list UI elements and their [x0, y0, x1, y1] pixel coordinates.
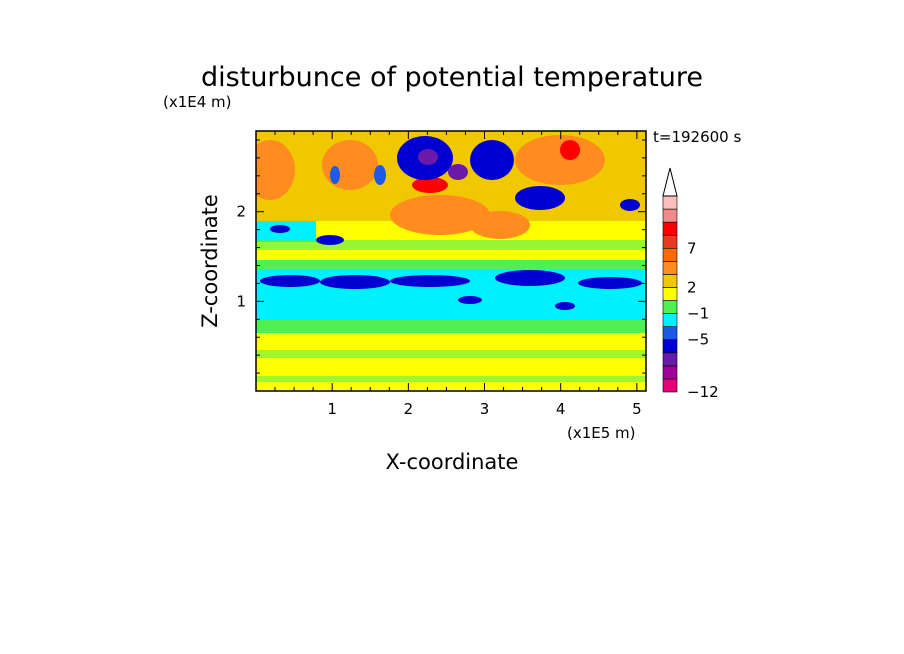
colorbar-swatch	[662, 313, 678, 327]
x-tick-label: 2	[404, 400, 414, 418]
y-axis-title: Z-coordinate	[198, 194, 222, 328]
warm-blob	[322, 140, 378, 190]
x-unit-label: (x1E5 m)	[567, 424, 636, 442]
colorbar-label: −1	[687, 305, 709, 323]
cold-blob	[270, 225, 290, 233]
x-tick-label: 4	[556, 400, 566, 418]
warm-blob	[256, 140, 295, 200]
blue-streak	[495, 270, 565, 286]
colorbar-swatch	[662, 339, 678, 354]
colorbar-swatch	[662, 326, 678, 341]
colorbar-arrow	[662, 167, 678, 197]
band-green-upper	[256, 260, 646, 270]
time-label: t=192600 s	[653, 128, 741, 146]
blue-streak	[578, 277, 642, 289]
x-axis-title: X-coordinate	[386, 450, 519, 474]
cold-blob	[374, 165, 386, 185]
y-tick-label: 1	[236, 292, 246, 310]
colorbar-swatch	[662, 352, 678, 367]
colorbar-label: −12	[687, 383, 719, 401]
colorbar-swatch	[662, 234, 678, 249]
y-axis: 12	[236, 139, 646, 374]
red-blob	[560, 140, 580, 160]
band-lower-green-2	[256, 350, 646, 358]
warm-blob	[390, 195, 490, 235]
x-tick-label: 1	[327, 400, 337, 418]
colorbar-label: 7	[687, 239, 697, 257]
red-blob	[412, 177, 448, 193]
chart-title: disturbunce of potential temperature	[201, 62, 703, 93]
x-tick-label: 3	[480, 400, 490, 418]
band-upper-green	[256, 240, 646, 250]
warm-blob	[515, 135, 605, 185]
colorbar-swatch	[662, 274, 678, 288]
blue-streak	[555, 302, 575, 310]
blue-streak	[458, 296, 482, 304]
warm-blob	[470, 211, 530, 239]
x-axis: 1 2 3 4 5	[274, 131, 642, 418]
cold-blob	[418, 149, 438, 165]
colorbar-swatch	[662, 287, 678, 301]
cold-blob	[620, 199, 640, 211]
plot-frame	[255, 130, 647, 392]
blue-streak	[320, 275, 390, 289]
cold-blob	[448, 164, 468, 180]
blue-streak	[260, 275, 320, 287]
colorbar-swatch	[662, 221, 678, 236]
colorbar-swatch	[662, 365, 678, 380]
colorbar-swatch	[662, 300, 678, 314]
band-lower-green-3	[256, 376, 646, 382]
band-cyan	[256, 268, 646, 320]
cold-blob	[316, 235, 344, 245]
colorbar-swatch	[662, 261, 678, 275]
y-unit-label: (x1E4 m)	[163, 93, 232, 111]
contour-field	[256, 131, 646, 391]
colorbar: 7 2 −1 −5 −12	[662, 167, 719, 401]
cold-blob	[470, 140, 514, 180]
y-tick-label: 2	[236, 203, 246, 221]
colorbar-swatch	[662, 208, 678, 223]
colorbar-swatch	[662, 378, 678, 393]
blue-streak	[390, 275, 470, 287]
x-tick-label: 5	[632, 400, 642, 418]
colorbar-swatch	[662, 195, 678, 210]
cold-blob	[515, 186, 565, 210]
cold-blob	[330, 166, 340, 184]
colorbar-label: 2	[687, 278, 697, 296]
colorbar-label: −5	[687, 331, 709, 349]
band-lower-green	[256, 318, 646, 333]
colorbar-swatch	[662, 247, 678, 262]
